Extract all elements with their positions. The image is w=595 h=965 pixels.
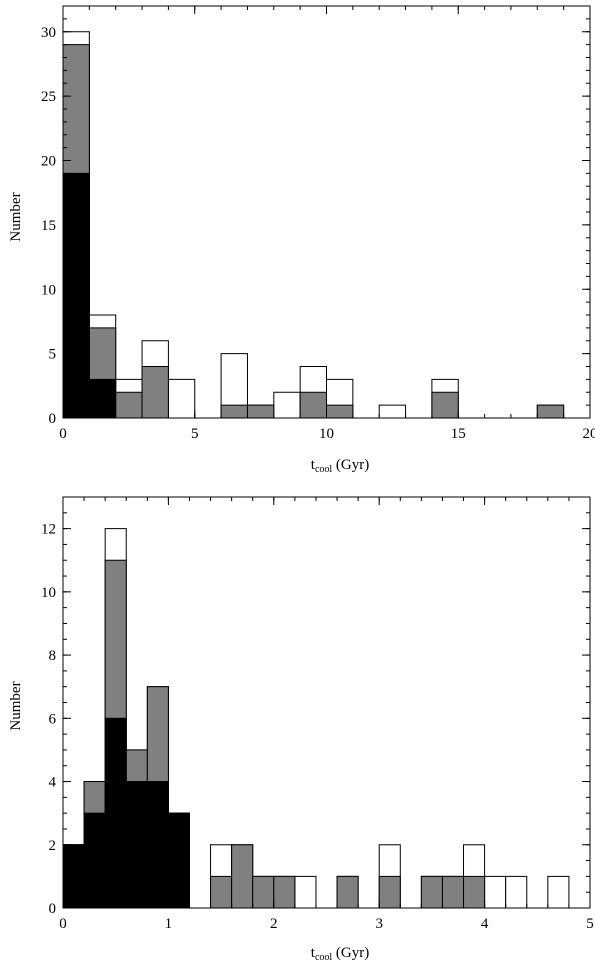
y-tick-label: 15	[41, 218, 56, 234]
bar-gray	[252, 875, 275, 909]
x-axis-label-unit: (Gyr)	[332, 945, 369, 961]
y-tick-label: 2	[49, 838, 57, 854]
x-tick-label: 5	[586, 916, 594, 932]
x-axis-label-sub: cool	[315, 464, 332, 475]
y-tick-label: 6	[49, 711, 57, 727]
bar-white	[484, 875, 507, 909]
bar-gray	[246, 404, 275, 419]
y-tick-label: 30	[41, 25, 56, 41]
bar-black	[83, 812, 106, 909]
y-tick-label: 4	[49, 775, 57, 791]
bar-gray	[210, 875, 233, 909]
bar-white	[547, 875, 570, 909]
y-tick-label: 25	[41, 89, 56, 105]
bar-gray	[378, 875, 401, 909]
x-tick-label: 4	[481, 916, 489, 932]
bar-gray	[536, 404, 565, 419]
x-axis-label: tcool (Gyr)	[311, 457, 369, 475]
y-axis-label: Number	[8, 681, 24, 730]
bar-gray	[220, 404, 248, 419]
x-tick-label: 10	[319, 426, 334, 442]
y-tick-label: 0	[49, 411, 57, 427]
x-axis-label-main: t	[311, 945, 316, 961]
bar-gray	[273, 875, 296, 909]
x-tick-label: 15	[451, 426, 466, 442]
histogram-panel-top: Number tcool (Gyr) 0 5 10 15 20 0 5 10 15 20 25 30	[8, 5, 595, 475]
x-tick-label: 1	[165, 916, 173, 932]
y-tick-label: 10	[41, 585, 56, 601]
bar-gray	[115, 391, 143, 419]
bar-white	[505, 875, 528, 909]
bar-black	[88, 378, 117, 419]
x-tick-label: 3	[375, 916, 383, 932]
bar-black	[146, 781, 169, 909]
bar-white	[167, 378, 196, 419]
x-tick-label: 2	[270, 916, 278, 932]
y-tick-label: 20	[41, 154, 56, 170]
y-tick-label: 12	[41, 522, 56, 538]
x-tick-label: 5	[191, 426, 199, 442]
bar-black	[167, 812, 190, 909]
y-tick-label: 0	[49, 901, 57, 917]
x-axis-label-unit: (Gyr)	[332, 457, 369, 473]
bar-white	[378, 404, 407, 419]
y-axis-label: Number	[8, 192, 24, 241]
bar-gray	[231, 844, 254, 909]
bar-black	[125, 781, 148, 909]
x-axis-label-sub: cool	[315, 952, 332, 963]
y-tick-label: 10	[41, 282, 56, 298]
bar-white	[294, 875, 317, 909]
x-axis-label-main: t	[311, 457, 316, 473]
bar-gray	[420, 875, 443, 909]
bar-gray	[326, 404, 354, 419]
bar-gray	[141, 366, 169, 419]
bar-gray	[463, 875, 486, 909]
x-tick-label: 0	[59, 426, 67, 442]
bar-black	[104, 717, 127, 909]
y-tick-label: 8	[49, 648, 57, 664]
x-tick-label: 20	[583, 426, 595, 442]
bar-black	[62, 172, 90, 419]
bar-gray	[431, 391, 459, 419]
x-tick-label: 0	[59, 916, 67, 932]
bar-gray	[441, 875, 465, 909]
bar-white	[273, 391, 301, 419]
bar-gray	[299, 391, 327, 419]
bar-gray	[336, 875, 359, 909]
y-tick-label: 5	[49, 347, 57, 363]
x-axis-label: tcool (Gyr)	[311, 945, 369, 963]
